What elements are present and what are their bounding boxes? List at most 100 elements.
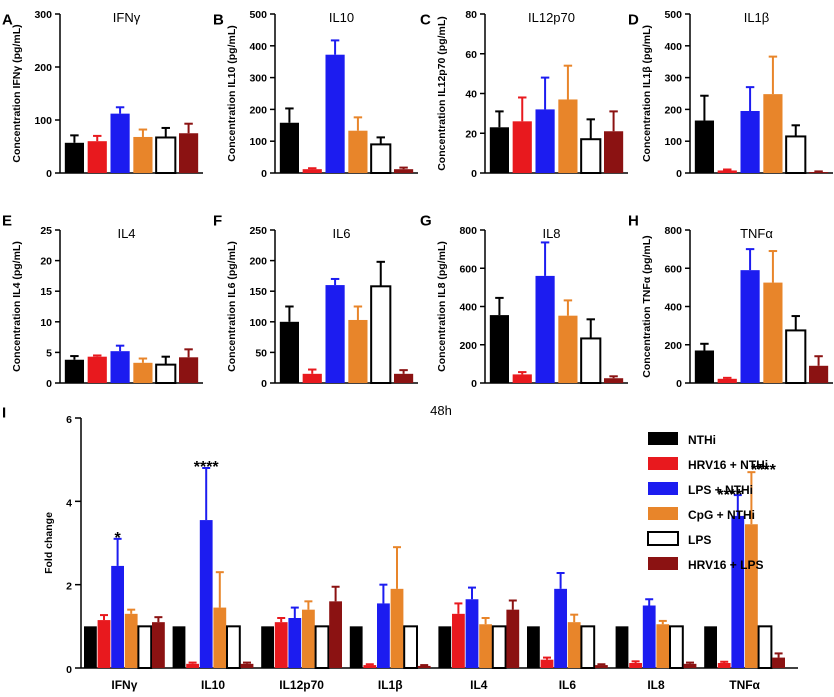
bar-cpg-nthi <box>567 622 581 668</box>
y-tick-label: 300 <box>34 9 52 21</box>
bar-hrv16-lps <box>178 357 199 383</box>
bar-nthi <box>349 626 363 668</box>
y-tick-label: 100 <box>664 136 682 148</box>
panel-letter: C <box>420 11 431 28</box>
bar-cpg-nthi <box>213 607 227 668</box>
bar-lps <box>785 329 807 384</box>
legend-swatch <box>648 507 678 520</box>
y-tick-label: 50 <box>255 347 267 359</box>
panel-title: IL4 <box>117 226 135 241</box>
y-tick-label: 0 <box>676 168 682 180</box>
bar-lps <box>580 337 602 384</box>
y-tick-label: 300 <box>249 73 267 85</box>
significance-marker: **** <box>194 459 220 476</box>
bar-cpg-nthi <box>348 130 368 173</box>
x-category-label: IL6 <box>559 678 577 692</box>
y-axis-label: Concentration IL10 (pg/mL) <box>226 25 238 162</box>
y-tick-label: 10 <box>40 317 52 329</box>
panel-letter: G <box>420 212 432 229</box>
bar-lps <box>580 625 596 669</box>
panel-title: TNFα <box>740 226 773 241</box>
y-tick-label: 600 <box>459 263 477 275</box>
panel-letter: H <box>628 212 639 229</box>
panel-E: E IL4 Concentration IL4 (pg/mL) 0 5 10 15 20 25 <box>2 212 203 390</box>
legend-swatch <box>647 531 679 546</box>
bar-hrv16-nthi <box>540 659 554 668</box>
y-axis-label: Concentration IL8 (pg/mL) <box>436 241 448 372</box>
legend-swatch <box>648 457 678 470</box>
bar-nthi <box>438 626 452 668</box>
bar-nthi <box>64 142 85 173</box>
y-axis-label: Concentration IFNγ (pg/mL) <box>11 24 23 162</box>
panel-letter: E <box>2 212 12 229</box>
y-axis-label: Concentration IL4 (pg/mL) <box>11 241 23 372</box>
bar-lps <box>580 138 602 174</box>
x-category-label: IL12p70 <box>279 678 324 692</box>
y-tick-label: 5 <box>46 347 52 359</box>
bar-hrv16-lps <box>808 365 829 383</box>
bar-hrv16-nthi <box>274 622 288 668</box>
y-tick-label: 80 <box>465 9 477 21</box>
y-tick-label: 100 <box>34 115 52 127</box>
y-tick-label: 0 <box>46 168 52 180</box>
bar-hrv16-nthi <box>186 663 199 668</box>
bar-hrv16-lps <box>603 131 624 173</box>
bar-hrv16-nthi <box>363 665 377 668</box>
y-tick-label: 500 <box>249 9 267 21</box>
y-tick-label: 2 <box>66 581 72 593</box>
y-axis-label: Concentration IL1β (pg/mL) <box>641 25 653 162</box>
bar-lps-nthi <box>740 270 760 383</box>
bar-nthi <box>261 626 274 668</box>
bar-hrv16-lps <box>240 663 254 668</box>
panel-letter: B <box>213 11 224 28</box>
panel-H: H TNFα Concentration TNFα (pg/mL) 0 200 400 60… <box>628 212 833 390</box>
bar-lps <box>370 143 392 175</box>
bar-lps-nthi <box>325 54 345 174</box>
x-category-label: IL4 <box>470 678 488 692</box>
bar-lps <box>403 625 419 669</box>
bar-lps-nthi <box>111 565 124 668</box>
bar-hrv16-lps <box>393 169 414 173</box>
y-tick-label: 0 <box>471 378 477 390</box>
y-tick-label: 4 <box>66 497 72 509</box>
y-tick-label: 500 <box>664 9 682 21</box>
bar-nthi <box>64 359 85 383</box>
bar-cpg-nthi <box>763 94 783 173</box>
bar-hrv16-nthi <box>87 141 107 173</box>
panel-title: IFNγ <box>113 10 141 25</box>
bar-cpg-nthi <box>133 362 153 383</box>
bar-hrv16-nthi <box>452 613 465 668</box>
y-tick-label: 200 <box>249 256 267 268</box>
panel-title: IL12p70 <box>528 10 575 25</box>
panel-title: 48h <box>430 403 452 418</box>
panel-letter: I <box>2 404 6 421</box>
bar-cpg-nthi <box>558 99 578 173</box>
panel-B: B IL10 Concentration IL10 (pg/mL) 0 100 200 30… <box>213 9 418 180</box>
bar-lps-nthi <box>535 109 555 173</box>
bar-lps <box>155 363 177 385</box>
bar-hrv16-lps <box>683 663 697 668</box>
panel-title: IL8 <box>542 226 560 241</box>
bar-nthi <box>694 120 715 173</box>
bar-cpg-nthi <box>558 315 578 383</box>
y-tick-label: 25 <box>40 225 52 237</box>
bar-hrv16-lps <box>595 665 608 668</box>
y-tick-label: 0 <box>46 378 52 390</box>
legend-label: LPS + NTHi <box>688 483 753 497</box>
panel-D: D IL1β Concentration IL1β (pg/mL) 0 100 200 30… <box>628 9 833 180</box>
bar-nthi <box>704 626 717 668</box>
bar-hrv16-nthi <box>629 663 642 668</box>
bar-lps <box>785 135 807 174</box>
panel-C: C IL12p70 Concentration IL12p70 (pg/mL) 0 20… <box>420 9 628 180</box>
bar-nthi <box>489 127 510 173</box>
bar-hrv16-nthi <box>302 169 322 173</box>
bar-cpg-nthi <box>348 319 368 383</box>
y-tick-label: 200 <box>459 340 477 352</box>
panel-F: F IL6 Concentration IL6 (pg/mL) 0 50 100 150 20… <box>213 212 418 390</box>
y-tick-label: 0 <box>261 378 267 390</box>
bar-nthi <box>172 626 186 668</box>
significance-marker: **** <box>717 487 743 504</box>
bar-hrv16-lps <box>772 657 785 668</box>
x-category-label: IFNγ <box>111 678 137 692</box>
